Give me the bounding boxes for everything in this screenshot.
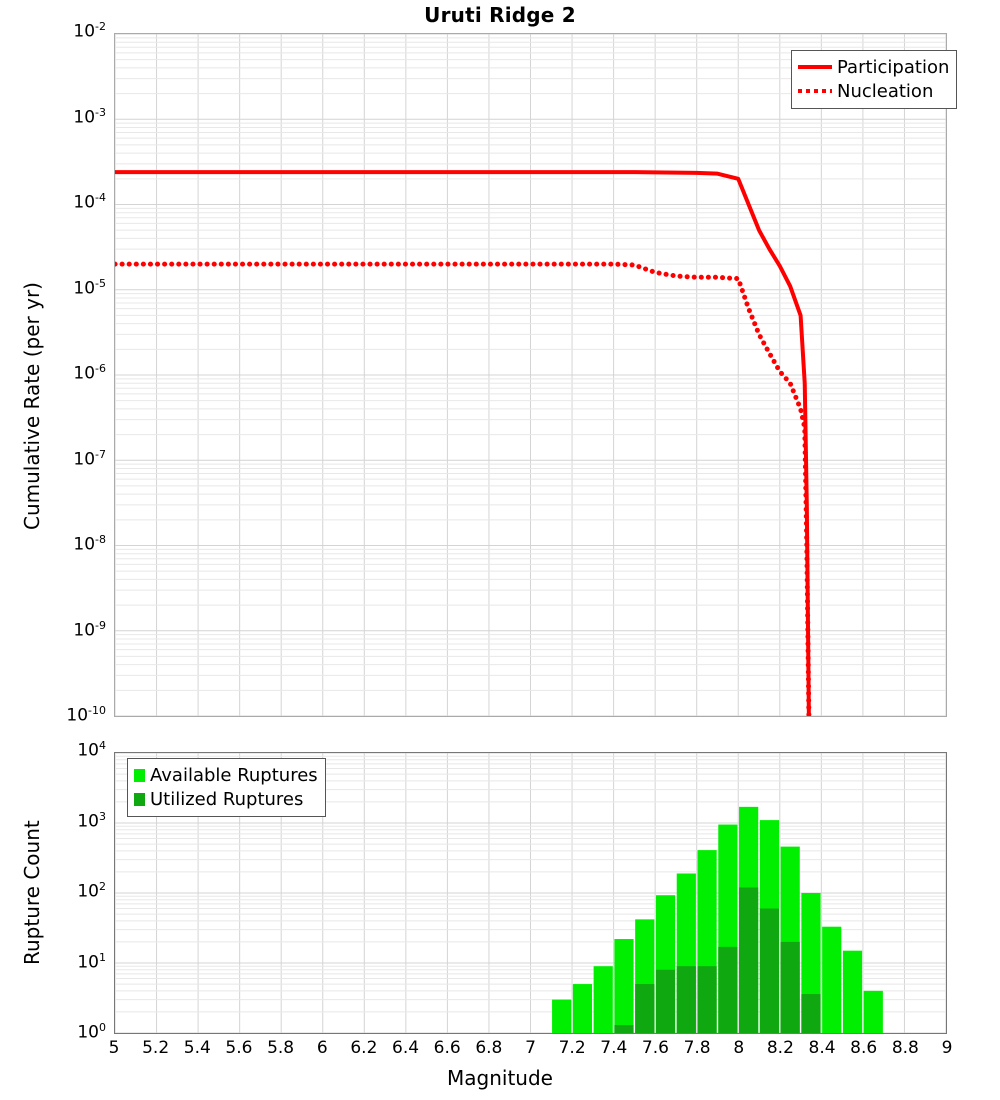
rupture-count-plot-area xyxy=(114,752,947,1034)
chart-title: Uruti Ridge 2 xyxy=(424,3,576,27)
utilized-rupture-bar xyxy=(759,908,779,1033)
y-tick-top-7: 10-9 xyxy=(73,618,106,641)
x-tick-2: 5.4 xyxy=(183,1038,211,1058)
x-tick-5: 6 xyxy=(316,1038,328,1058)
y-tick-bottom-0: 104 xyxy=(77,739,106,761)
available-rupture-bar xyxy=(593,966,613,1033)
rupture-count-canvas xyxy=(115,753,946,1033)
x-tick-9: 6.8 xyxy=(475,1038,503,1058)
series-participation-line xyxy=(115,170,811,716)
legend-item-available-ruptures[interactable]: Available Ruptures xyxy=(134,763,318,787)
y-tick-top-8: 10-10 xyxy=(66,704,106,726)
x-tick-3: 5.6 xyxy=(225,1038,253,1058)
y-tick-top-0: 10-2 xyxy=(73,20,106,42)
utilized-rupture-bar xyxy=(655,969,676,1033)
y-tick-bottom-4: 100 xyxy=(77,1021,106,1043)
y-tick-top-1: 10-3 xyxy=(73,105,106,128)
legend-top: Participation Nucleation xyxy=(791,50,958,109)
legend-label-participation: Participation xyxy=(837,56,950,78)
y-tick-top-4: 10-6 xyxy=(73,362,106,384)
utilized-rupture-bar xyxy=(697,966,717,1033)
utilized-rupture-bar xyxy=(801,994,821,1033)
utilized-rupture-bar xyxy=(676,966,696,1033)
x-axis-label: Magnitude xyxy=(447,1066,553,1090)
utilized-rupture-bar xyxy=(635,984,655,1033)
y-tick-top-5: 10-7 xyxy=(73,447,106,470)
x-tick-7: 6.4 xyxy=(392,1038,420,1058)
x-tick-12: 7.4 xyxy=(600,1038,628,1058)
x-tick-19: 8.8 xyxy=(891,1038,919,1058)
x-tick-4: 5.8 xyxy=(267,1038,295,1058)
y-tick-bottom-1: 103 xyxy=(77,809,106,832)
legend-item-utilized-ruptures[interactable]: Utilized Ruptures xyxy=(134,787,318,811)
legend-item-participation[interactable]: Participation xyxy=(798,55,949,79)
legend-label-nucleation: Nucleation xyxy=(837,80,934,102)
nucleation-dotted-line-swatch-icon xyxy=(798,89,832,93)
x-tick-1: 5.2 xyxy=(142,1038,170,1058)
x-tick-6: 6.2 xyxy=(350,1038,378,1058)
cumulative-rate-plot-area xyxy=(114,33,947,717)
available-rupture-bar xyxy=(863,990,883,1033)
x-tick-13: 7.6 xyxy=(641,1038,669,1058)
y-tick-top-2: 10-4 xyxy=(73,191,106,213)
utilized-ruptures-swatch-icon xyxy=(134,792,145,806)
x-tick-18: 8.6 xyxy=(850,1038,878,1058)
available-rupture-bar xyxy=(552,999,572,1033)
y-tick-top-3: 10-5 xyxy=(73,276,106,299)
x-tick-10: 7 xyxy=(525,1038,536,1058)
y-tick-top-6: 10-8 xyxy=(73,533,106,555)
cumulative-rate-canvas xyxy=(115,34,946,716)
x-tick-15: 8 xyxy=(733,1038,745,1058)
utilized-rupture-bar xyxy=(614,1025,634,1033)
utilized-rupture-bar xyxy=(718,946,738,1033)
available-ruptures-swatch-icon xyxy=(134,768,145,782)
legend-bottom: Available Ruptures Utilized Ruptures xyxy=(127,758,326,817)
utilized-rupture-bar xyxy=(739,887,759,1033)
x-tick-14: 7.8 xyxy=(683,1038,711,1058)
series-nucleation-line xyxy=(115,261,812,716)
x-tick-16: 8.2 xyxy=(766,1038,794,1058)
available-rupture-bar xyxy=(614,939,634,1033)
x-tick-11: 7.2 xyxy=(558,1038,586,1058)
y-tick-bottom-2: 102 xyxy=(77,880,106,902)
y-tick-bottom-3: 101 xyxy=(77,950,106,973)
y-axis-label-top: Cumulative Rate (per yr) xyxy=(20,282,44,530)
x-tick-8: 6.6 xyxy=(433,1038,461,1058)
x-tick-0: 5 xyxy=(108,1038,120,1058)
available-rupture-bar xyxy=(572,984,593,1033)
x-tick-17: 8.4 xyxy=(808,1038,836,1058)
utilized-rupture-bar xyxy=(780,941,800,1033)
legend-label-available-ruptures: Available Ruptures xyxy=(150,764,318,786)
available-rupture-bar xyxy=(842,950,863,1033)
x-tick-20: 9 xyxy=(941,1038,953,1058)
available-rupture-bar xyxy=(822,926,842,1033)
legend-item-nucleation[interactable]: Nucleation xyxy=(798,79,949,103)
participation-line-swatch-icon xyxy=(798,65,832,69)
legend-label-utilized-ruptures: Utilized Ruptures xyxy=(150,788,304,810)
